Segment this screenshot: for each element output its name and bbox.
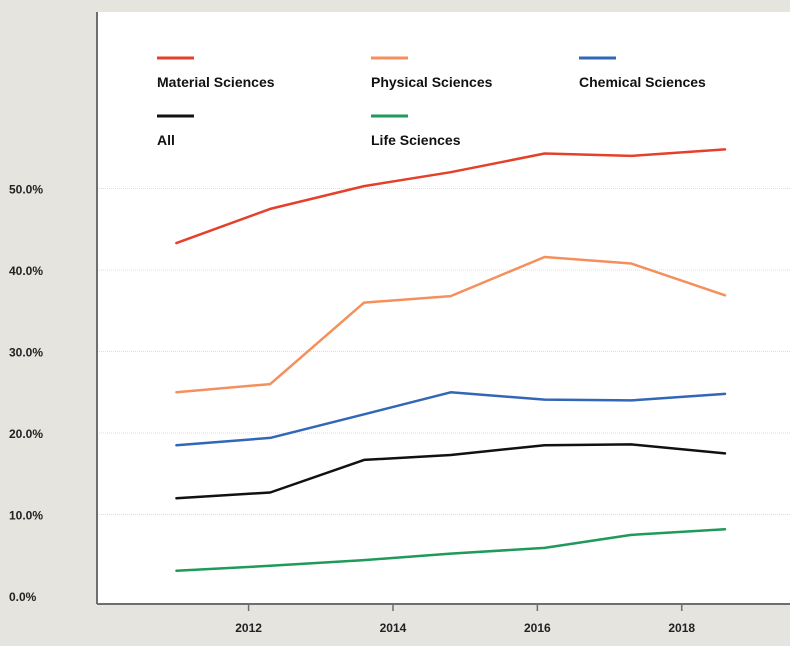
series-line-chemical-sciences — [175, 391, 727, 447]
y-tick-label: 0.0% — [9, 590, 37, 604]
y-tick-label: 50.0% — [9, 183, 43, 197]
series-line-material-sciences — [175, 148, 727, 245]
x-tick-label: 2014 — [380, 621, 407, 635]
y-tick-label: 40.0% — [9, 264, 43, 278]
gridlines — [97, 188, 790, 515]
series-lines — [175, 148, 727, 572]
legend-label-chemical-sciences: Chemical Sciences — [579, 74, 706, 90]
plot-area — [97, 12, 790, 604]
y-tick-label: 20.0% — [9, 427, 43, 441]
x-tick-label: 2012 — [235, 621, 262, 635]
legend-label-material-sciences: Material Sciences — [157, 74, 275, 90]
series-line-life-sciences — [175, 527, 727, 572]
legend-label-life-sciences: Life Sciences — [371, 132, 461, 148]
x-axis-ticks: 2012 2014 2016 2018 — [235, 604, 695, 635]
legend-label-physical-sciences: Physical Sciences — [371, 74, 493, 90]
y-axis-ticks: 0.0% 10.0% 20.0% 30.0% 40.0% 50.0% — [9, 183, 43, 605]
series-line-all — [175, 443, 727, 500]
legend-label-all: All — [157, 132, 175, 148]
series-line-physical-sciences — [175, 255, 727, 394]
x-tick-label: 2016 — [524, 621, 551, 635]
legend: Material Sciences Physical Sciences Chemic… — [157, 56, 706, 148]
x-tick-label: 2018 — [668, 621, 695, 635]
y-tick-label: 30.0% — [9, 346, 43, 360]
y-tick-label: 10.0% — [9, 509, 43, 523]
